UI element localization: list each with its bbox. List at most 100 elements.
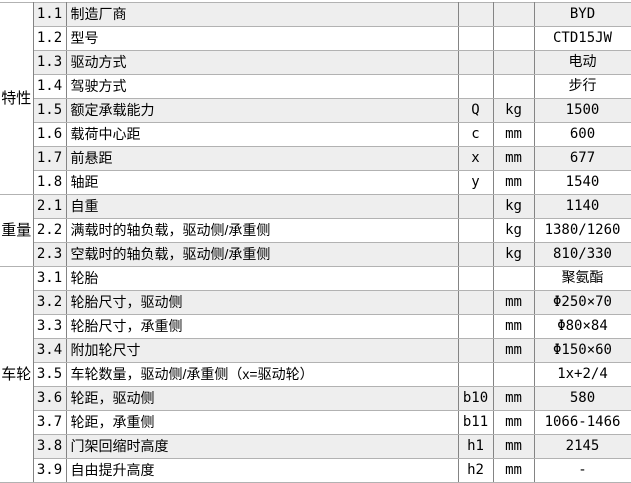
spec-value: 1140 bbox=[533, 194, 631, 219]
spec-name: 空载时的轴负载，驱动侧/承重侧 bbox=[65, 242, 459, 267]
spec-symbol bbox=[457, 50, 494, 75]
spec-symbol: y bbox=[457, 170, 494, 195]
table-row: 2.2 满载时的轴负载，驱动侧/承重侧 kg 1380/1260 bbox=[0, 218, 631, 243]
spec-unit: mm bbox=[492, 290, 535, 315]
group-label: 重量 bbox=[0, 194, 34, 267]
row-number: 1.3 bbox=[32, 50, 67, 75]
spec-value: Φ250×70 bbox=[533, 290, 631, 315]
spec-symbol bbox=[457, 26, 494, 51]
spec-unit: mm bbox=[492, 410, 535, 435]
row-number: 3.6 bbox=[32, 386, 67, 411]
group-label: 车轮 bbox=[0, 266, 34, 483]
spec-unit: kg bbox=[492, 218, 535, 243]
spec-value: 步行 bbox=[533, 74, 631, 99]
row-number: 1.4 bbox=[32, 74, 67, 99]
spec-symbol bbox=[457, 266, 494, 291]
spec-symbol bbox=[457, 218, 494, 243]
spec-symbol bbox=[457, 242, 494, 267]
spec-unit: mm bbox=[492, 122, 535, 147]
spec-name: 轮胎尺寸，承重侧 bbox=[65, 314, 459, 339]
spec-value: Φ80×84 bbox=[533, 314, 631, 339]
spec-symbol bbox=[457, 290, 494, 315]
spec-unit bbox=[492, 26, 535, 51]
spec-name: 车轮数量，驱动侧/承重侧（x=驱动轮） bbox=[65, 362, 459, 387]
spec-value: 1380/1260 bbox=[533, 218, 631, 243]
spec-name: 轮胎尺寸，驱动侧 bbox=[65, 290, 459, 315]
row-number: 3.4 bbox=[32, 338, 67, 363]
row-number: 3.5 bbox=[32, 362, 67, 387]
spec-symbol bbox=[457, 2, 494, 27]
row-number: 1.7 bbox=[32, 146, 67, 171]
spec-unit: mm bbox=[492, 338, 535, 363]
spec-value: 1540 bbox=[533, 170, 631, 195]
row-number: 1.2 bbox=[32, 26, 67, 51]
table-row: 3.5 车轮数量，驱动侧/承重侧（x=驱动轮） 1x+2/4 bbox=[0, 362, 631, 387]
table-row: 3.3 轮胎尺寸，承重侧 mm Φ80×84 bbox=[0, 314, 631, 339]
spec-name: 轮距，驱动侧 bbox=[65, 386, 459, 411]
spec-symbol: Q bbox=[457, 98, 494, 123]
table-row: 重量 2.1 自重 kg 1140 bbox=[0, 194, 631, 267]
spec-value: 600 bbox=[533, 122, 631, 147]
spec-value: BYD bbox=[533, 2, 631, 27]
spec-value: 677 bbox=[533, 146, 631, 171]
row-number: 1.5 bbox=[32, 98, 67, 123]
spec-value: - bbox=[533, 458, 631, 483]
spec-unit bbox=[492, 266, 535, 291]
spec-symbol bbox=[457, 362, 494, 387]
group-label: 特性 bbox=[0, 2, 34, 195]
spec-value: Φ150×60 bbox=[533, 338, 631, 363]
spec-value: 2145 bbox=[533, 434, 631, 459]
table-row: 1.7 前悬距 x mm 677 bbox=[0, 146, 631, 171]
spec-name: 门架回缩时高度 bbox=[65, 434, 459, 459]
row-number: 3.1 bbox=[32, 266, 67, 291]
spec-unit: mm bbox=[492, 386, 535, 411]
spec-symbol: b10 bbox=[457, 386, 494, 411]
row-number: 1.8 bbox=[32, 170, 67, 195]
table-row: 2.3 空载时的轴负载，驱动侧/承重侧 kg 810/330 bbox=[0, 242, 631, 267]
spec-name: 载荷中心距 bbox=[65, 122, 459, 147]
table-row: 车轮 3.1 轮胎 聚氨酯 bbox=[0, 266, 631, 483]
table-row: 3.4 附加轮尺寸 mm Φ150×60 bbox=[0, 338, 631, 363]
row-number: 2.2 bbox=[32, 218, 67, 243]
spec-name: 驾驶方式 bbox=[65, 74, 459, 99]
spec-unit: mm bbox=[492, 434, 535, 459]
table-row: 1.8 轴距 y mm 1540 bbox=[0, 170, 631, 195]
spec-name: 附加轮尺寸 bbox=[65, 338, 459, 363]
spec-name: 前悬距 bbox=[65, 146, 459, 171]
table-row: 1.4 驾驶方式 步行 bbox=[0, 74, 631, 99]
spec-name: 轮距，承重侧 bbox=[65, 410, 459, 435]
spec-unit: mm bbox=[492, 146, 535, 171]
spec-symbol: b11 bbox=[457, 410, 494, 435]
spec-name: 轮胎 bbox=[65, 266, 459, 291]
spec-symbol bbox=[457, 74, 494, 99]
spec-unit: mm bbox=[492, 314, 535, 339]
spec-unit: mm bbox=[492, 458, 535, 483]
spec-unit: kg bbox=[492, 98, 535, 123]
spec-symbol: x bbox=[457, 146, 494, 171]
row-number: 1.1 bbox=[32, 2, 67, 27]
table-row: 1.2 型号 CTD15JW bbox=[0, 26, 631, 51]
spec-value: 1066-1466 bbox=[533, 410, 631, 435]
spec-unit bbox=[492, 74, 535, 99]
spec-name: 自重 bbox=[65, 194, 459, 219]
spec-name: 驱动方式 bbox=[65, 50, 459, 75]
spec-unit bbox=[492, 50, 535, 75]
table-row: 3.7 轮距，承重侧 b11 mm 1066-1466 bbox=[0, 410, 631, 435]
spec-value: 电动 bbox=[533, 50, 631, 75]
spec-unit: kg bbox=[492, 194, 535, 219]
spec-value: 聚氨酯 bbox=[533, 266, 631, 291]
spec-value: 810/330 bbox=[533, 242, 631, 267]
row-number: 2.1 bbox=[32, 194, 67, 219]
row-number: 3.8 bbox=[32, 434, 67, 459]
spec-value: CTD15JW bbox=[533, 26, 631, 51]
table-row: 1.6 载荷中心距 c mm 600 bbox=[0, 122, 631, 147]
spec-symbol: c bbox=[457, 122, 494, 147]
row-number: 3.9 bbox=[32, 458, 67, 483]
table-row: 3.6 轮距，驱动侧 b10 mm 580 bbox=[0, 386, 631, 411]
row-number: 3.7 bbox=[32, 410, 67, 435]
table-row: 1.3 驱动方式 电动 bbox=[0, 50, 631, 75]
